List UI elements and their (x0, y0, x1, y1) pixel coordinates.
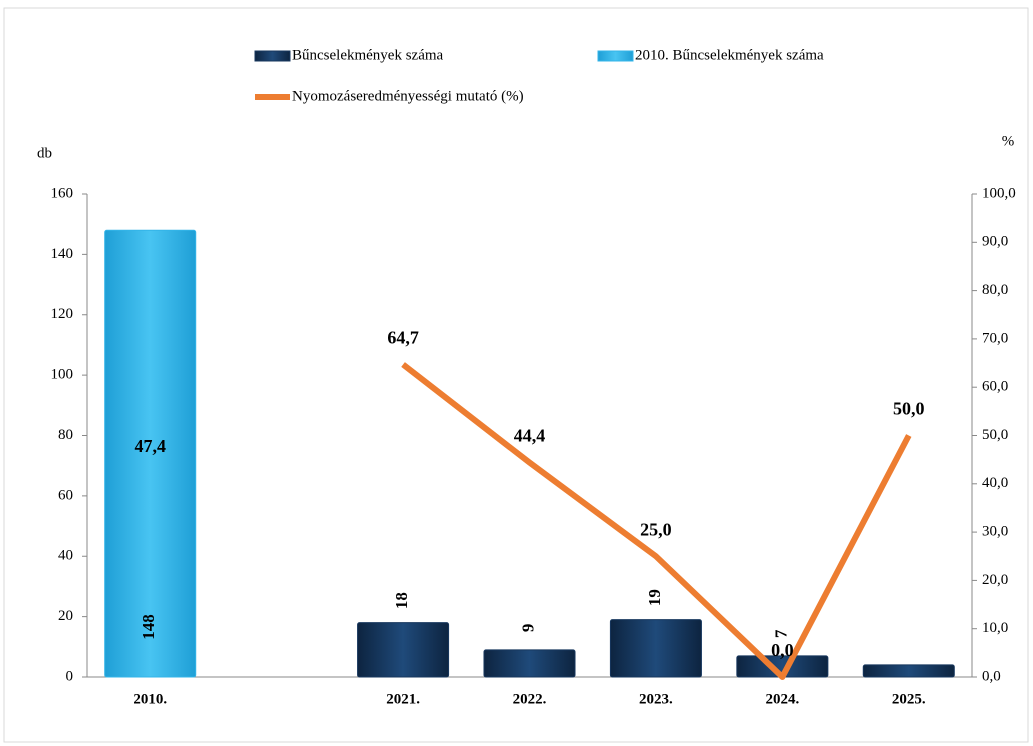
bar-value-label: 7 (771, 629, 790, 638)
line-value-label: 25,0 (640, 519, 672, 539)
bar (104, 229, 197, 678)
bar (609, 619, 702, 678)
x-tick-label: 2025. (892, 691, 926, 707)
y2-tick-label: 60,0 (982, 379, 1008, 395)
bar-value-label: 148 (139, 614, 158, 640)
line (401, 362, 912, 680)
y-tick-label: 60 (58, 487, 73, 503)
y-tick-label: 140 (51, 246, 74, 262)
bar-value-label: 9 (518, 624, 537, 633)
y2-tick-label: 80,0 (982, 282, 1008, 298)
y2-tick-label: 10,0 (982, 620, 1008, 636)
bar (862, 664, 955, 678)
bar (357, 622, 450, 678)
bar (483, 649, 576, 678)
x-tick-label: 2024. (765, 691, 799, 707)
y2-tick-label: 20,0 (982, 572, 1008, 588)
y-tick-label: 40 (58, 548, 73, 564)
y2-tick-label: 70,0 (982, 330, 1008, 346)
legend-marker (254, 50, 291, 62)
x-tick-label: 2010. (133, 691, 167, 707)
legend-label: Bűncselekmények száma (292, 47, 444, 63)
y2-axis-label: % (1002, 133, 1015, 149)
bar-value-label: 19 (645, 589, 664, 606)
line-value-label: 44,4 (514, 426, 546, 446)
y2-tick-label: 30,0 (982, 524, 1008, 540)
y-tick-label: 120 (51, 306, 74, 322)
y2-tick-label: 90,0 (982, 234, 1008, 250)
y-tick-label: 0 (66, 668, 74, 684)
y2-tick-label: 0,0 (982, 668, 1001, 684)
x-tick-label: 2022. (513, 691, 547, 707)
y-tick-label: 20 (58, 608, 73, 624)
legend-label: Nyomozáseredményességi mutató (%) (292, 88, 524, 104)
y-tick-label: 80 (58, 427, 73, 443)
legend-marker (597, 50, 634, 62)
line-value-label: 64,7 (387, 328, 419, 348)
y2-tick-label: 40,0 (982, 475, 1008, 491)
x-tick-label: 2021. (386, 691, 420, 707)
y-axis-label: db (37, 145, 52, 161)
line-value-label: 0,0 (771, 640, 794, 660)
bar-value-label: 18 (392, 592, 411, 609)
y2-tick-label: 50,0 (982, 427, 1008, 443)
y-tick-label: 160 (51, 185, 74, 201)
legend-label: 2010. Bűncselekmények száma (635, 47, 824, 63)
line-value-label: 50,0 (893, 399, 925, 419)
line-value-label: 47,4 (134, 436, 166, 456)
y2-tick-label: 100,0 (982, 185, 1016, 201)
y-tick-label: 100 (51, 367, 74, 383)
x-tick-label: 2023. (639, 691, 673, 707)
